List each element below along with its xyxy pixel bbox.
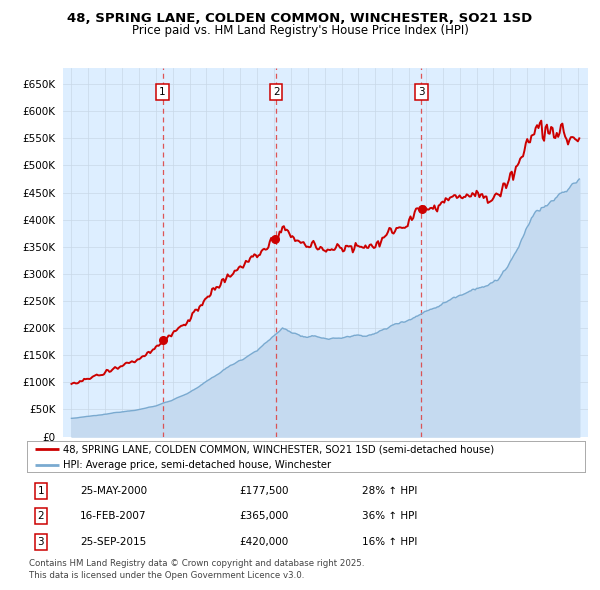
Text: 28% ↑ HPI: 28% ↑ HPI: [362, 486, 417, 496]
Text: 25-MAY-2000: 25-MAY-2000: [80, 486, 147, 496]
Text: 1: 1: [38, 486, 44, 496]
Text: HPI: Average price, semi-detached house, Winchester: HPI: Average price, semi-detached house,…: [63, 460, 331, 470]
Text: 3: 3: [38, 537, 44, 547]
Text: 48, SPRING LANE, COLDEN COMMON, WINCHESTER, SO21 1SD: 48, SPRING LANE, COLDEN COMMON, WINCHEST…: [67, 12, 533, 25]
Text: 1: 1: [159, 87, 166, 97]
Text: 16-FEB-2007: 16-FEB-2007: [80, 512, 146, 522]
Text: 36% ↑ HPI: 36% ↑ HPI: [362, 512, 417, 522]
Text: Contains HM Land Registry data © Crown copyright and database right 2025.: Contains HM Land Registry data © Crown c…: [29, 559, 364, 568]
Text: This data is licensed under the Open Government Licence v3.0.: This data is licensed under the Open Gov…: [29, 571, 304, 579]
Text: 16% ↑ HPI: 16% ↑ HPI: [362, 537, 417, 547]
Text: 3: 3: [418, 87, 425, 97]
Text: £420,000: £420,000: [239, 537, 288, 547]
Text: 25-SEP-2015: 25-SEP-2015: [80, 537, 146, 547]
Text: 2: 2: [38, 512, 44, 522]
Text: £177,500: £177,500: [239, 486, 289, 496]
Text: 48, SPRING LANE, COLDEN COMMON, WINCHESTER, SO21 1SD (semi-detached house): 48, SPRING LANE, COLDEN COMMON, WINCHEST…: [63, 444, 494, 454]
Text: £365,000: £365,000: [239, 512, 289, 522]
Text: 2: 2: [273, 87, 280, 97]
Text: Price paid vs. HM Land Registry's House Price Index (HPI): Price paid vs. HM Land Registry's House …: [131, 24, 469, 37]
